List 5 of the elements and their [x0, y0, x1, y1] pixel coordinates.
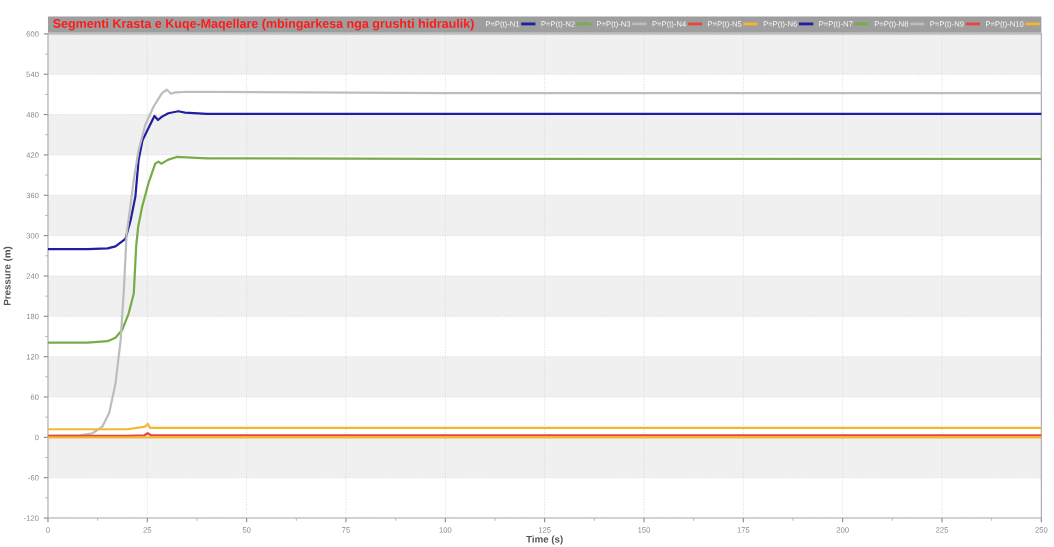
- y-axis-title: Pressure (m): [3, 246, 13, 306]
- line-series: [47, 155, 1042, 344]
- chart-title: Segmenti Krasta e Kuqe-Maqellare (mbingarkesa nga grushti hidraulik): [53, 18, 474, 31]
- line-series: [47, 110, 1042, 251]
- x-axis-title: Time (s): [526, 535, 563, 545]
